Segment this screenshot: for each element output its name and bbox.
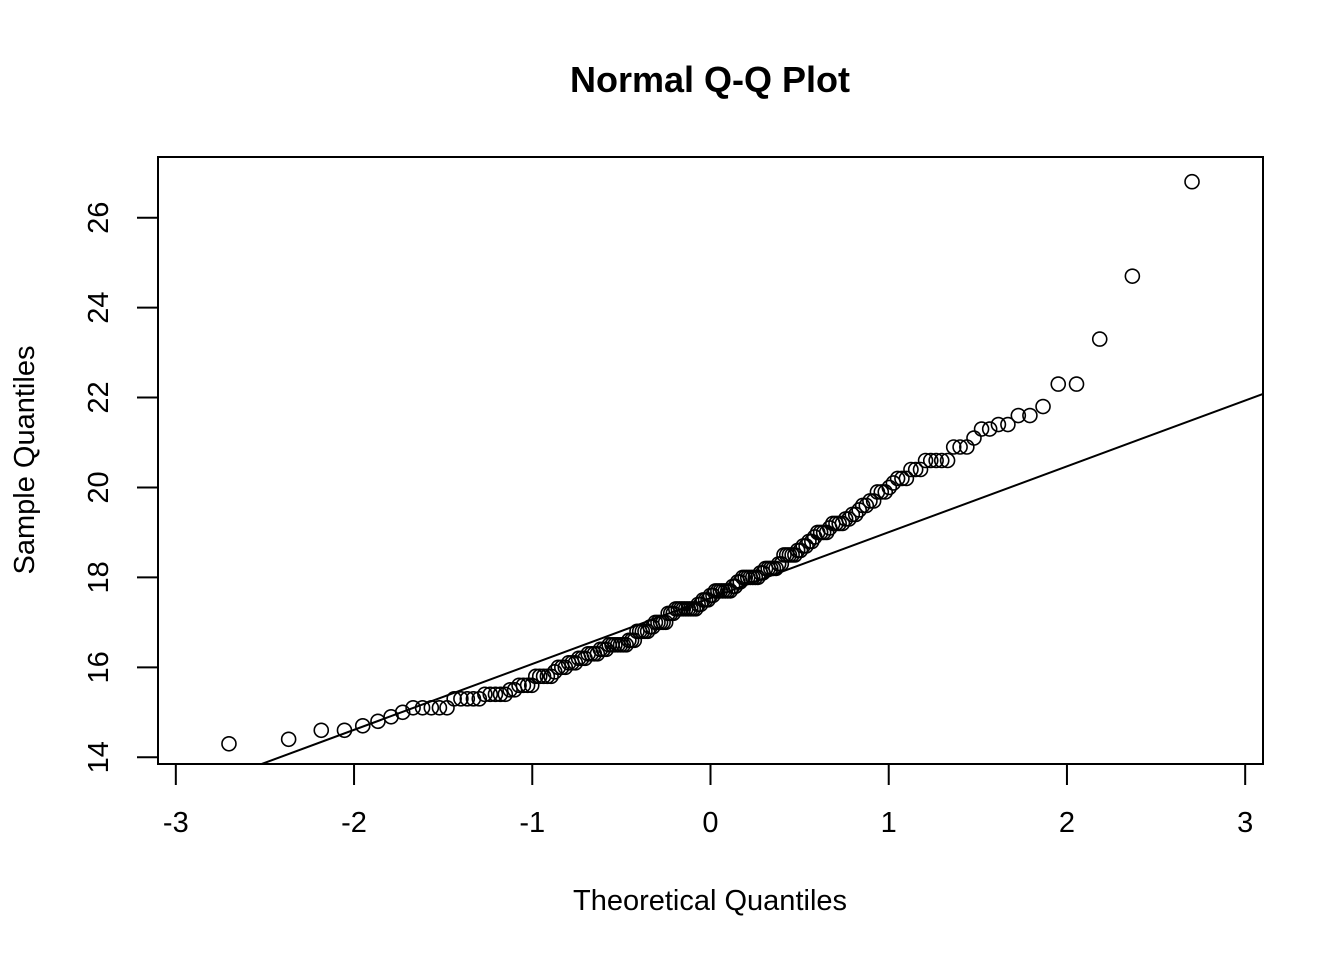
qq-point [497,686,514,703]
qq-point [981,421,998,437]
y-tick-label: 14 [83,741,115,773]
x-tick-label: 3 [1237,807,1253,839]
x-axis-label: Theoretical Quantiles [573,885,847,917]
y-tick-label: 16 [83,651,115,683]
qq-point [405,699,421,716]
qq-point [477,686,493,703]
qq-point [511,677,527,694]
qq-point [881,479,898,496]
qq-point [1022,407,1038,424]
x-tick-label: 2 [1059,807,1075,839]
qq-point [515,677,532,694]
x-axis: -3 -2 -1 0 1 2 3 [163,763,1253,839]
chart-title: Normal Q-Q Plot [570,59,850,100]
qq-point [492,686,509,703]
qq-point [792,542,809,559]
qq-point [990,416,1007,433]
qq-point [922,452,939,469]
qq-point [626,632,643,649]
plot-frame [157,156,1264,765]
x-tick-label: 1 [881,807,897,839]
qq-point [519,677,536,694]
qq-point [966,430,982,446]
qq-point [471,691,488,707]
qq-point [523,677,540,694]
qq-point [889,470,906,487]
y-axis-label: Sample Quantiles [9,346,41,575]
y-tick-label: 18 [83,561,115,593]
qq-point [877,484,894,500]
qq-point [928,452,944,469]
qq-point [531,668,548,685]
qq-point [453,691,469,707]
y-tick-label: 26 [83,202,115,234]
qq-point [1010,407,1027,424]
qq-point [945,439,962,455]
qq-point [459,691,476,707]
qq-point [527,668,544,685]
qq-point [280,731,297,748]
qq-point [1050,376,1067,392]
data-points [221,173,1200,752]
qq-point [446,691,462,707]
y-axis: 14 16 18 20 22 24 26 [83,202,159,773]
qq-point [917,452,934,469]
qq-point [933,452,950,469]
reference-line-group [258,392,1263,764]
qq-point [1124,268,1141,284]
qq-point [618,637,634,653]
x-tick-label: -2 [341,807,367,839]
qq-point [1000,416,1016,433]
qq-point [535,668,552,685]
qq-point [487,686,504,703]
qq-point [903,461,919,478]
qq-point [952,439,968,455]
qq-point [907,461,924,478]
qq-point [1091,331,1108,347]
qq-point [894,470,910,487]
qq-point [898,470,915,487]
x-tick-label: -3 [163,807,189,839]
qq-point [1184,173,1200,190]
qq-point [354,717,371,734]
qq-point [873,484,890,500]
x-tick-label: -1 [519,807,545,839]
qq-point [431,699,448,716]
x-tick-label: 0 [702,807,718,839]
qq-point [787,547,803,563]
qq-point [1068,376,1085,392]
qq-point [912,461,929,478]
qq-point [550,659,567,676]
y-tick-label: 20 [83,471,115,503]
qq-point [865,493,882,509]
qq-point [482,686,499,703]
qq-point [1035,398,1051,415]
y-tick-label: 24 [83,291,115,323]
qq-point [973,421,990,437]
qq-point [657,614,674,631]
qq-reference-line [258,392,1263,764]
qq-point [313,722,330,739]
qq-point [939,452,956,469]
qq-point [885,475,902,491]
qq-point [773,556,790,572]
qq-point [221,735,237,752]
qq-point [414,699,431,716]
qq-point [336,722,353,739]
qq-point [804,533,820,550]
y-tick-label: 22 [83,381,115,413]
qq-point [394,704,411,721]
qq-point [423,699,440,716]
